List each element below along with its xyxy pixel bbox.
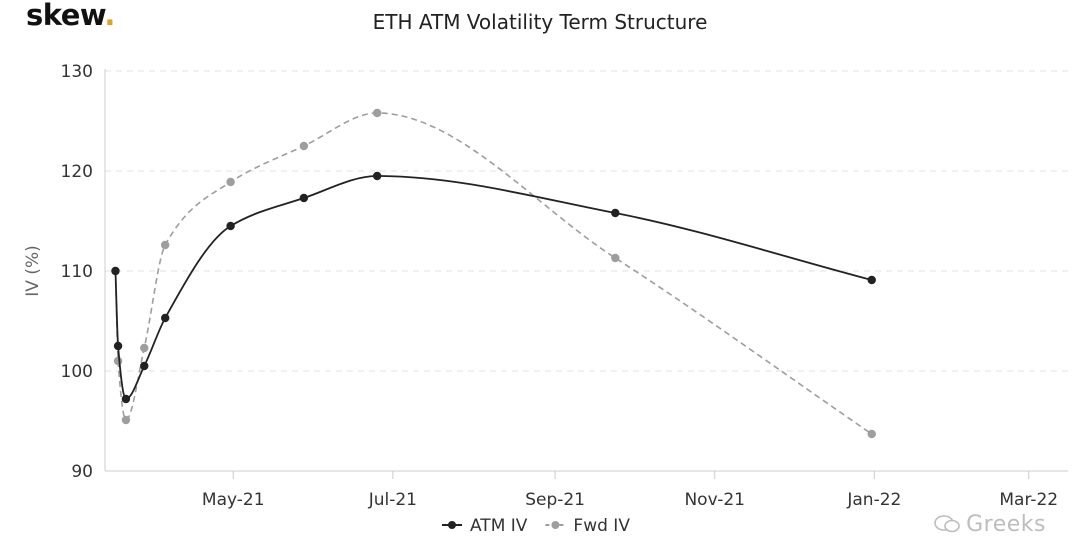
fwd-iv-point (121, 415, 131, 425)
brand-name: skew (26, 0, 105, 32)
legend: ATM IV Fwd IV (442, 516, 630, 536)
legend-marker-fwd-iv (551, 521, 560, 529)
chart-title: ETH ATM Volatility Term Structure (372, 10, 708, 34)
atm-iv-point (140, 361, 149, 371)
y-tick-label: 120 (61, 162, 93, 182)
atm-iv-point (111, 266, 120, 276)
fwd-iv-line (114, 112, 873, 435)
atm-iv-point (372, 171, 382, 181)
x-tick-label: Jan-22 (846, 490, 901, 510)
brand-dot: . (104, 0, 115, 32)
fwd-iv-point (299, 141, 309, 151)
fwd-iv-point (226, 177, 235, 187)
x-tick-label: Nov-21 (684, 490, 745, 510)
atm-iv-point (226, 221, 235, 231)
x-tick-label: May-21 (202, 490, 265, 510)
atm-iv-point (867, 275, 876, 285)
x-tick-label: Jul-21 (368, 490, 417, 510)
skew-logo: skew. (26, 0, 115, 32)
fwd-iv-point (372, 108, 382, 118)
atm-iv-point (113, 341, 123, 351)
y-axis-label: IV (%) (23, 245, 43, 296)
y-tick-label: 100 (61, 362, 93, 382)
x-tick-label: Sep-21 (525, 490, 585, 510)
grid-layer (105, 70, 1068, 372)
fwd-iv-point (611, 253, 620, 263)
atm-iv-line (114, 175, 872, 400)
watermark-text: Greeks (966, 512, 1046, 537)
axis-layer: 90 100 110 120 130 May-21 Jul-21 Sep-21 Nov-21 Ja… (23, 62, 1068, 510)
atm-iv-point (299, 193, 309, 203)
atm-iv-point (160, 313, 170, 323)
y-tick-label: 90 (71, 462, 93, 482)
legend-marker-atm-iv (448, 521, 456, 529)
x-tick-label: Mar-22 (999, 490, 1058, 510)
atm-iv-point (121, 394, 131, 404)
y-tick-label: 110 (61, 262, 93, 282)
fwd-iv-point (113, 356, 123, 366)
legend-label-fwd-iv: Fwd IV (573, 516, 630, 536)
fwd-iv-point (140, 343, 149, 353)
fwd-iv-point (160, 240, 170, 250)
series-layer (111, 108, 876, 439)
fwd-iv-point (867, 429, 876, 439)
atm-iv-point (611, 208, 620, 218)
wechat-icon (934, 515, 960, 533)
y-tick-label: 130 (61, 62, 93, 82)
legend-label-atm-iv: ATM IV (470, 516, 528, 536)
watermark: Greeks (934, 512, 1046, 537)
